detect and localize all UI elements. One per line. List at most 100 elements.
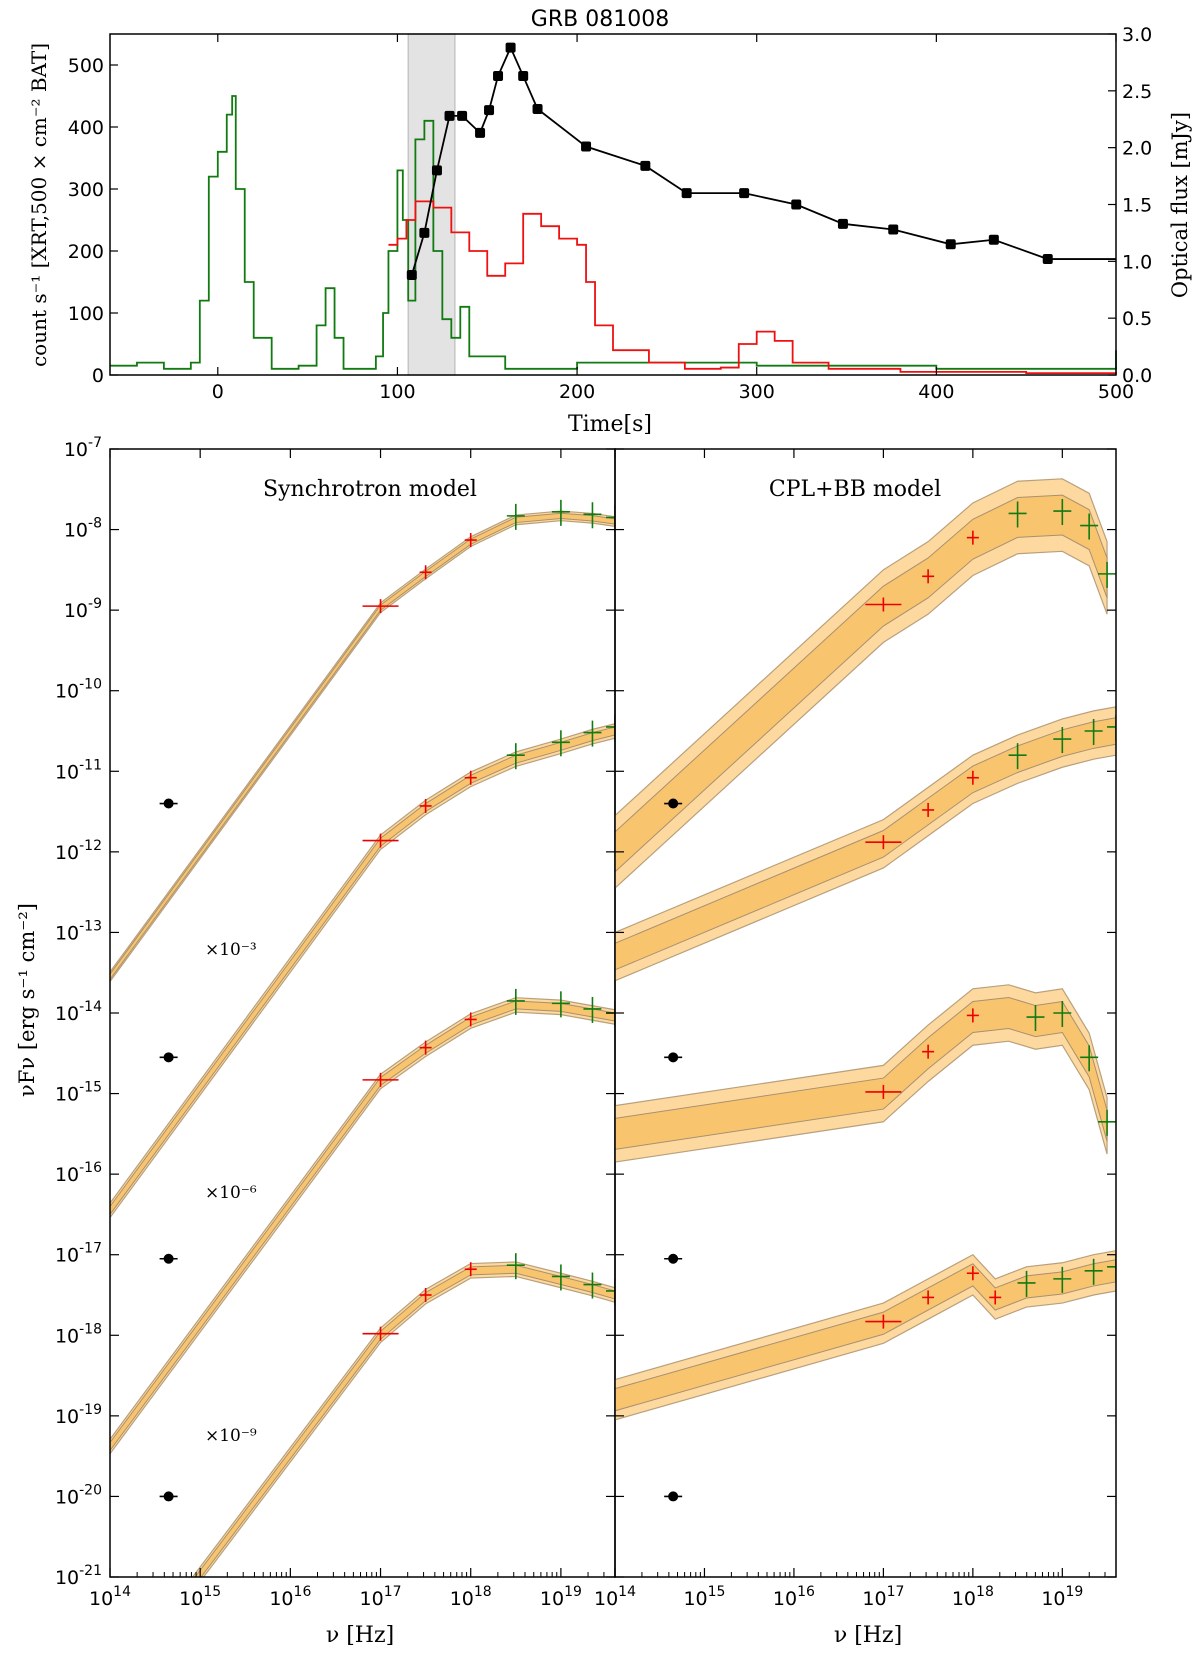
optical-point xyxy=(505,42,516,53)
sed-ytick-label: 10-12 xyxy=(55,838,102,864)
optical-point xyxy=(457,110,468,121)
model-band-outer xyxy=(110,723,615,1219)
sed-xtick-label: 1016 xyxy=(269,1584,311,1610)
top-ytick-left-label: 400 xyxy=(68,117,104,139)
sed-ytick-label: 10-7 xyxy=(64,435,102,461)
sed-xtick-label: 1019 xyxy=(1041,1584,1083,1610)
top-xtick-label: 100 xyxy=(379,381,415,403)
model-band-inner xyxy=(194,1264,615,1577)
sed-cplbb-panel: 1014 1015 1016 1017 1018 1019 xyxy=(594,448,1117,1610)
model-band-inner xyxy=(615,996,1108,1150)
sed-ytick-label: 10-20 xyxy=(55,1482,102,1508)
sed-xtick-label: 1014 xyxy=(89,1584,131,1610)
chart-title: GRB 081008 xyxy=(531,7,669,32)
model-band-inner xyxy=(615,494,1108,873)
sed-plot-area xyxy=(110,499,615,1577)
scale-label-1e-9: ×10⁻⁹ xyxy=(205,1426,257,1446)
series-xrt xyxy=(388,200,1117,375)
optical-point xyxy=(532,104,543,115)
top-ytick-left-label: 0 xyxy=(92,365,104,387)
optical-sed-point xyxy=(163,798,174,809)
optical-point xyxy=(791,199,802,210)
optical-point xyxy=(945,239,956,250)
series-bat xyxy=(110,95,1117,370)
sed-ytick-label: 10-21 xyxy=(55,1563,102,1589)
sed-xtick-label: 1016 xyxy=(773,1584,815,1610)
model-band-inner xyxy=(110,512,615,981)
scale-label-1e-3: ×10⁻³ xyxy=(205,940,257,960)
sed-left-xlabel: ν [Hz] xyxy=(326,1623,394,1648)
light-curve-panel: GRB 081008 0 100 200 300 400 500 0 100 200 300 40… xyxy=(27,7,1192,437)
sed-ytick-label: 10-16 xyxy=(55,1160,102,1186)
sed-ytick-label: 10-15 xyxy=(55,1080,102,1106)
model-band-outer xyxy=(110,510,615,983)
optical-sed-point xyxy=(163,1491,174,1502)
top-ytick-left-label: 500 xyxy=(68,55,104,77)
optical-point xyxy=(406,269,417,280)
top-xlabel: Time[s] xyxy=(568,412,652,437)
top-xtick-label: 0 xyxy=(212,381,224,403)
optical-point xyxy=(888,224,899,235)
model-band-outer xyxy=(191,1261,615,1577)
model-band-inner xyxy=(615,717,1116,971)
top-ytick-right-label: 0.0 xyxy=(1122,365,1152,387)
optical-point xyxy=(1042,254,1053,265)
sed-xtick-label: 1018 xyxy=(450,1584,492,1610)
optical-point xyxy=(988,234,999,245)
top-ytick-left-label: 300 xyxy=(68,179,104,201)
sed-ytick-label: 10-14 xyxy=(55,999,102,1025)
optical-sed-point xyxy=(163,1052,174,1063)
sed-xtick-label: 1018 xyxy=(952,1584,994,1610)
sed-ytick-label: 10-9 xyxy=(64,596,102,622)
optical-point xyxy=(581,141,592,152)
sed-xtick-label: 1017 xyxy=(360,1584,402,1610)
top-ytick-right-label: 1.0 xyxy=(1122,251,1152,273)
top-ytick-left-label: 200 xyxy=(68,241,104,263)
top-xtick-label: 300 xyxy=(739,381,775,403)
top-xtick-label: 500 xyxy=(1098,381,1134,403)
optical-sed-point xyxy=(668,798,679,809)
top-ylabel-left: count s⁻¹ [XRT,500 × cm⁻² BAT] xyxy=(27,43,51,367)
model-band-inner xyxy=(615,1259,1116,1412)
optical-point xyxy=(419,227,430,238)
top-xtick-label: 400 xyxy=(918,381,954,403)
sed-ytick-label: 10-19 xyxy=(55,1402,102,1428)
top-ytick-right-label: 3.0 xyxy=(1122,24,1152,46)
sed-ytick-label: 10-8 xyxy=(64,516,102,542)
optical-point xyxy=(739,188,750,199)
optical-sed-point xyxy=(163,1253,174,1264)
sed-xtick-label: 1015 xyxy=(179,1584,221,1610)
sed-ylabel: νFν [erg s⁻¹ cm⁻²] xyxy=(15,903,39,1097)
optical-point xyxy=(493,71,504,82)
sed-right-title: CPL+BB model xyxy=(769,477,941,502)
sed-ytick-label: 10-13 xyxy=(55,918,102,944)
optical-sed-point xyxy=(668,1052,679,1063)
optical-point xyxy=(444,110,455,121)
sed-xtick-label: 1019 xyxy=(540,1584,582,1610)
model-band-outer xyxy=(615,478,1108,889)
sed-xtick-label: 1014 xyxy=(594,1584,636,1610)
sed-right-xlabel: ν [Hz] xyxy=(834,1623,902,1648)
optical-point xyxy=(837,218,848,229)
sed-xtick-label: 1015 xyxy=(683,1584,725,1610)
sed-synchrotron-panel: 1014 1015 1016 1017 1018 1019 10-21 10-20 10-19 1… xyxy=(55,435,616,1610)
series-optical-line xyxy=(410,45,1116,276)
sed-ytick-label: 10-18 xyxy=(55,1321,102,1347)
optical-point xyxy=(518,71,529,82)
optical-point xyxy=(431,165,442,176)
optical-point xyxy=(484,105,495,116)
top-ytick-right-label: 2.0 xyxy=(1122,138,1152,160)
top-xtick-label: 200 xyxy=(559,381,595,403)
model-band-outer xyxy=(110,997,615,1455)
top-ytick-right-label: 0.5 xyxy=(1122,308,1152,330)
light-curve-axes-frame xyxy=(109,33,1117,376)
model-band-inner xyxy=(110,726,615,1216)
optical-point xyxy=(681,188,692,199)
top-ylabel-right: Optical flux [mJy] xyxy=(1168,112,1192,298)
optical-point xyxy=(640,160,651,171)
sed-xtick-label: 1017 xyxy=(862,1584,904,1610)
optical-sed-point xyxy=(668,1491,679,1502)
optical-sed-point xyxy=(668,1253,679,1264)
top-ytick-right-label: 2.5 xyxy=(1122,81,1152,103)
